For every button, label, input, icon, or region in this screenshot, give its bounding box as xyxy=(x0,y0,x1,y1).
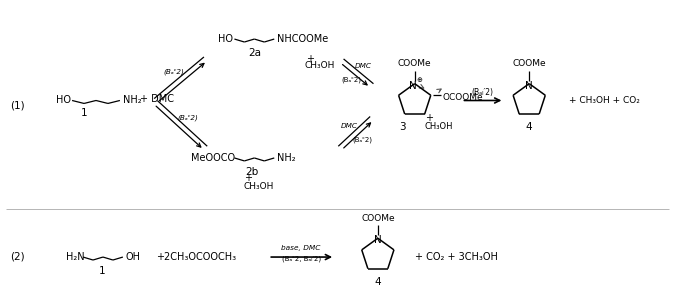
Text: COOMe: COOMe xyxy=(361,214,395,223)
Text: NHCOOMe: NHCOOMe xyxy=(277,34,329,44)
Text: 4: 4 xyxy=(526,122,533,132)
Text: N: N xyxy=(525,80,533,91)
Text: (Bₐᶜ2): (Bₐᶜ2) xyxy=(341,77,361,83)
FancyArrowPatch shape xyxy=(437,89,441,93)
FancyArrowPatch shape xyxy=(419,84,424,88)
Text: 1: 1 xyxy=(81,108,87,118)
Text: CH₃OH: CH₃OH xyxy=(305,61,335,70)
Text: OH: OH xyxy=(126,252,141,262)
Text: 3: 3 xyxy=(400,122,406,132)
Text: N: N xyxy=(409,80,416,91)
Text: CH₃OH: CH₃OH xyxy=(425,122,453,131)
Text: HO: HO xyxy=(219,34,234,44)
Text: DMC: DMC xyxy=(355,63,372,69)
Text: COOMe: COOMe xyxy=(512,59,546,68)
Text: (Bₐₗ′2): (Bₐₗ′2) xyxy=(471,88,493,97)
Text: (Bₐᶜ2, Bₐₗ′2): (Bₐᶜ2, Bₐₗ′2) xyxy=(281,256,321,262)
Text: OCOOMe: OCOOMe xyxy=(442,93,483,102)
Text: +: + xyxy=(425,113,433,123)
Text: (Bₐᶜ2): (Bₐᶜ2) xyxy=(164,69,185,75)
Text: + CH₃OH + CO₂: + CH₃OH + CO₂ xyxy=(569,96,640,105)
Text: (Bₐᶜ2): (Bₐᶜ2) xyxy=(352,136,372,143)
Text: MeOOCO: MeOOCO xyxy=(190,153,235,163)
Text: (1): (1) xyxy=(10,100,25,110)
Text: (2): (2) xyxy=(10,251,25,261)
Text: (Bₐᶜ2): (Bₐᶜ2) xyxy=(177,115,198,121)
Text: CH₃OH: CH₃OH xyxy=(243,182,273,191)
Text: NH₂: NH₂ xyxy=(277,153,296,163)
Text: DMC: DMC xyxy=(341,123,358,129)
Text: ⊕: ⊕ xyxy=(416,77,423,83)
Text: COOMe: COOMe xyxy=(398,59,431,68)
Text: N: N xyxy=(374,235,381,245)
Text: + DMC: + DMC xyxy=(140,95,174,104)
Text: 2a: 2a xyxy=(248,48,261,58)
Text: HO: HO xyxy=(56,95,71,106)
Text: H₂N: H₂N xyxy=(66,252,85,262)
Text: +: + xyxy=(244,173,252,183)
Text: 2b: 2b xyxy=(246,167,259,177)
Text: base, DMC: base, DMC xyxy=(281,245,321,251)
Text: 1: 1 xyxy=(99,266,105,276)
Text: +2CH₃OCOOCH₃: +2CH₃OCOOCH₃ xyxy=(156,252,236,262)
Text: NH₂: NH₂ xyxy=(123,95,142,106)
Text: + CO₂ + 3CH₃OH: + CO₂ + 3CH₃OH xyxy=(414,252,497,262)
Text: +: + xyxy=(306,54,314,64)
Text: 4: 4 xyxy=(375,277,381,287)
